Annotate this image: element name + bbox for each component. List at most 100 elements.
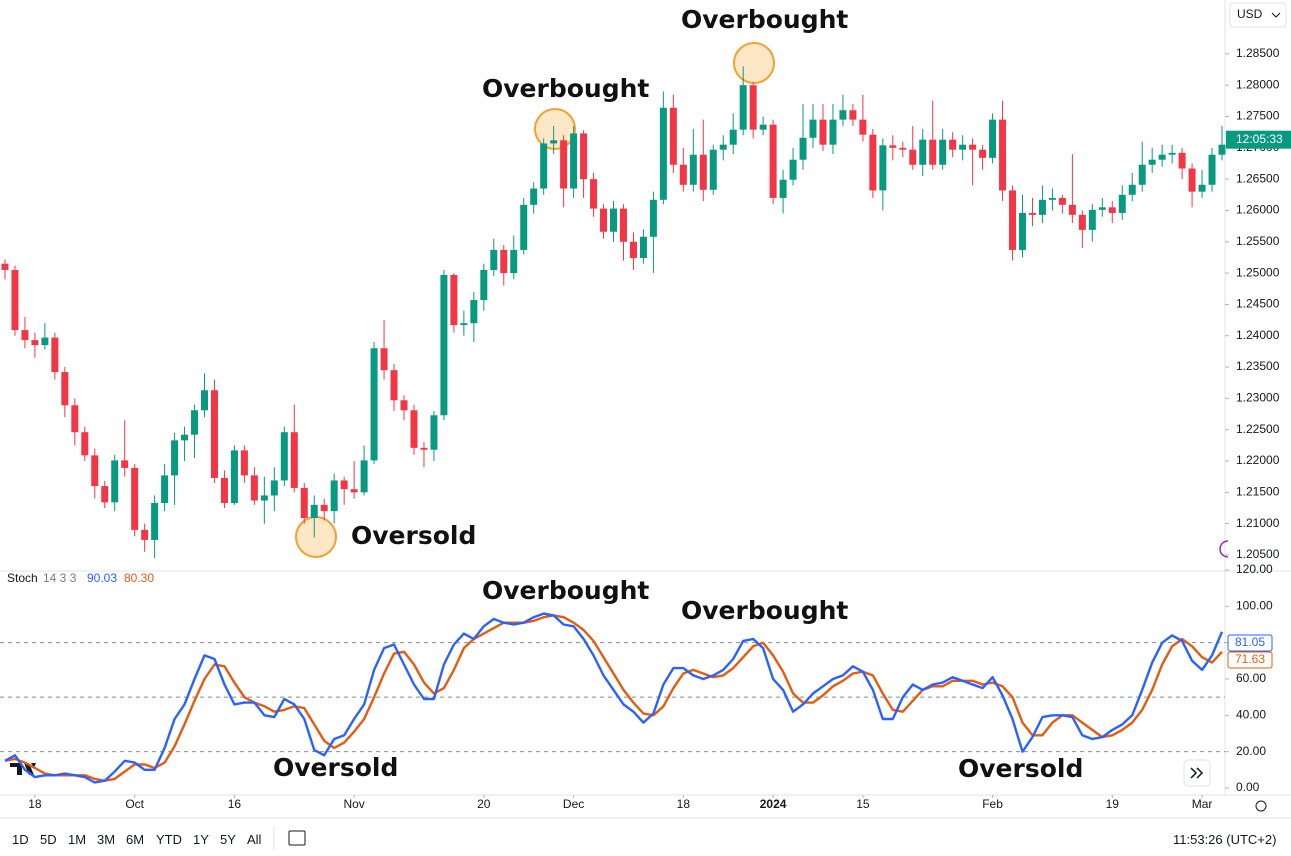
candle-body [470,300,478,324]
candle-body [939,139,947,165]
y-tick-label: 1.27500 [1236,109,1280,123]
currency-caret [1271,12,1281,18]
y-tick-label: 0.00 [1236,780,1260,794]
y-tick-label: 1.23000 [1236,391,1280,405]
candle-body [649,199,657,237]
candle-body [1218,144,1226,155]
range-button[interactable]: 6M [126,832,145,847]
annotation: Overbought [681,596,849,625]
candle-body [210,390,218,478]
candle-body [1058,197,1066,205]
candle-body [789,159,797,180]
y-tick-label: 1.28500 [1236,46,1280,60]
range-button[interactable]: YTD [156,832,182,847]
candle-body [400,400,408,411]
x-tick-label: 16 [228,797,242,811]
annotation: Oversold [958,754,1084,783]
candle-body [81,432,89,456]
y-tick-label: 1.28000 [1236,77,1280,91]
indicator-title: Stoch [7,571,38,585]
candle-body [600,208,608,232]
candle-body [161,475,169,503]
range-button[interactable]: 5Y [220,832,236,847]
overbought-circle [534,108,576,150]
range-button[interactable]: 1Y [193,832,209,847]
candle-body [919,139,927,165]
price-pane [1,66,1226,559]
y-tick-label: 1.26500 [1236,171,1280,185]
candle-body [580,133,588,180]
candle-body [91,455,99,487]
candle-body [879,145,887,191]
candle-body [460,323,468,326]
candle-body [639,236,647,259]
candle-body [240,450,248,476]
range-button[interactable]: 1M [68,832,87,847]
candle-body [370,348,378,461]
candle-body [570,133,578,189]
candle-body [191,410,199,435]
candle-body [171,440,179,476]
candle-body [629,241,637,259]
candle-body [11,269,19,331]
candle-body [141,529,149,540]
stoch-line [4,614,1223,782]
candle-body [310,504,318,519]
candle-body [200,390,208,411]
candle-body [699,154,707,190]
candle-body [709,149,717,190]
candle-body [540,143,548,189]
candle-body [151,502,159,540]
y-tick-label: 1.21500 [1236,485,1280,499]
y-tick-label: 1.24000 [1236,328,1280,342]
overbought-circle [733,42,775,84]
y-tick-label: 1.23500 [1236,359,1280,373]
y-tick-label: 20.00 [1236,744,1266,758]
candle-body [929,139,937,165]
range-button[interactable]: 5D [40,832,57,847]
x-tick-label: Oct [125,797,144,811]
candle-body [490,249,498,270]
range-button[interactable]: 1D [12,832,29,847]
range-button[interactable]: All [247,832,262,847]
candle-body [300,487,308,519]
candle-body [41,337,49,346]
candle-body [1038,199,1046,215]
candle-body [989,119,997,158]
candle-body [320,504,328,512]
candle-body [809,119,817,138]
candle-body [659,107,667,200]
settings-icon[interactable] [1255,800,1267,812]
x-tick-label: 18 [677,797,691,811]
x-tick-label: Feb [982,797,1003,811]
candle-body [1009,190,1017,250]
annotation: Oversold [351,521,477,550]
y-tick-label: 1.24500 [1236,297,1280,311]
calendar-icon[interactable] [288,830,306,846]
candle-body [330,480,338,512]
candle-body [719,144,727,150]
x-tick-label: 18 [28,797,42,811]
candle-body [1198,184,1206,192]
range-button[interactable]: 3M [97,832,116,847]
candle-body [360,460,368,493]
candle-body [619,208,627,242]
currency-button[interactable] [1229,2,1287,28]
candle-body [430,415,438,450]
candle-body [669,107,677,165]
candle-body [230,450,238,503]
y-tick-label: 1.22500 [1236,422,1280,436]
candle-body [979,149,987,158]
y-tick-label: 1.25000 [1236,265,1280,279]
y-tick-label: 40.00 [1236,708,1266,722]
candle-body [799,137,807,160]
candle-body [689,154,697,185]
candle-body [1028,212,1036,215]
candle-body [749,85,757,130]
candle-body [859,119,867,135]
candle-body [779,179,787,198]
candle-body [1188,168,1196,192]
legend-value: 90.03 [87,571,117,585]
candle-body [280,432,288,481]
y-tick-label: 100.00 [1236,599,1273,613]
